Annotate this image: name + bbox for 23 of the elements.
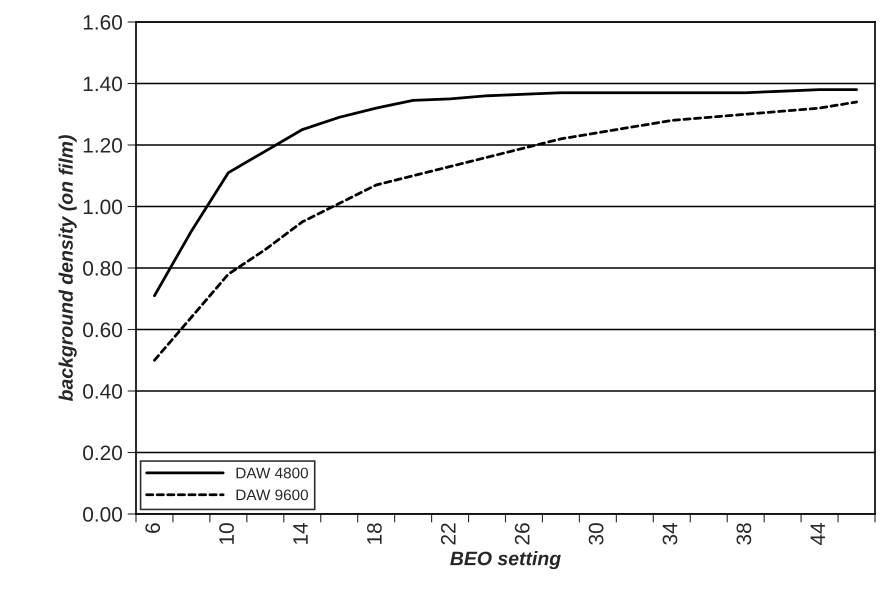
y-tick-label: 1.20 — [84, 138, 122, 153]
x-tick-label: 10 — [219, 523, 234, 544]
y-axis-title: background density (on film) — [58, 135, 77, 402]
x-tick-label: 34 — [662, 522, 678, 545]
y-tick-label: 1.40 — [84, 76, 122, 92]
y-tick-label: 0.40 — [83, 384, 122, 399]
x-tick-label: 26 — [514, 523, 530, 544]
y-tick-label: 0.60 — [83, 322, 122, 338]
y-tick-label: 0.80 — [83, 261, 122, 276]
x-tick-label: 38 — [736, 523, 752, 545]
y-tick-label: 1.60 — [84, 15, 122, 30]
y-tick-label: 1.00 — [84, 200, 122, 214]
y-tick-label: 0.20 — [83, 446, 122, 460]
x-tick-label: 14 — [293, 522, 308, 544]
x-axis-title: BEO setting — [450, 551, 561, 570]
y-tick-label: 0.00 — [83, 507, 122, 522]
legend-label: DAW 9600 — [236, 489, 308, 500]
x-tick-label: 6 — [145, 523, 160, 533]
x-tick-label: 44 — [810, 522, 825, 546]
x-tick-label: 22 — [440, 523, 456, 544]
x-tick-label: 18 — [367, 523, 382, 544]
x-tick-label: 30 — [588, 523, 604, 545]
legend-label: DAW 4800 — [236, 468, 308, 478]
